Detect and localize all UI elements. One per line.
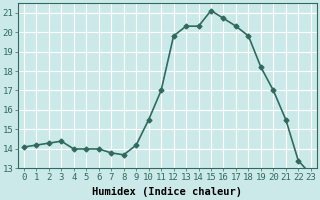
- X-axis label: Humidex (Indice chaleur): Humidex (Indice chaleur): [92, 187, 242, 197]
